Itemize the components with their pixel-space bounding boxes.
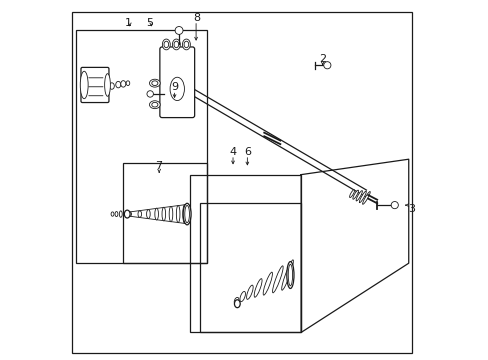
Text: 1: 1 <box>124 18 131 28</box>
Ellipse shape <box>104 74 110 96</box>
Ellipse shape <box>352 190 358 199</box>
Text: 9: 9 <box>171 82 178 93</box>
Ellipse shape <box>355 190 362 201</box>
Ellipse shape <box>109 83 114 89</box>
Circle shape <box>147 91 153 97</box>
Ellipse shape <box>163 41 168 48</box>
Ellipse shape <box>151 81 158 86</box>
Ellipse shape <box>119 211 122 217</box>
Ellipse shape <box>121 81 125 87</box>
Text: 8: 8 <box>193 13 200 23</box>
Ellipse shape <box>349 190 354 198</box>
Ellipse shape <box>170 77 184 100</box>
Bar <box>122 163 206 263</box>
Ellipse shape <box>138 211 142 217</box>
Ellipse shape <box>149 79 160 87</box>
Ellipse shape <box>151 102 158 107</box>
Ellipse shape <box>182 39 190 50</box>
Ellipse shape <box>234 297 239 304</box>
Ellipse shape <box>172 39 180 50</box>
Bar <box>76 30 206 263</box>
Ellipse shape <box>254 279 262 297</box>
Ellipse shape <box>149 101 160 109</box>
Circle shape <box>323 62 330 69</box>
Ellipse shape <box>263 272 272 295</box>
Ellipse shape <box>174 41 178 48</box>
Ellipse shape <box>80 71 88 99</box>
Ellipse shape <box>183 41 188 48</box>
Ellipse shape <box>183 205 186 224</box>
FancyBboxPatch shape <box>81 67 109 103</box>
Ellipse shape <box>111 212 114 216</box>
Text: 6: 6 <box>244 147 250 157</box>
Ellipse shape <box>359 191 366 203</box>
Ellipse shape <box>126 81 129 86</box>
Text: 7: 7 <box>155 161 163 171</box>
Bar <box>190 175 301 332</box>
Ellipse shape <box>169 206 172 222</box>
Ellipse shape <box>272 266 283 293</box>
Ellipse shape <box>124 210 130 218</box>
Ellipse shape <box>286 262 293 288</box>
Ellipse shape <box>116 81 121 88</box>
Bar <box>199 203 301 332</box>
Ellipse shape <box>146 210 150 219</box>
Ellipse shape <box>246 285 253 300</box>
Ellipse shape <box>281 260 293 290</box>
FancyBboxPatch shape <box>160 47 194 118</box>
Text: 3: 3 <box>407 204 414 215</box>
Ellipse shape <box>176 206 180 223</box>
Ellipse shape <box>162 39 170 50</box>
Circle shape <box>175 27 183 35</box>
Ellipse shape <box>115 212 118 217</box>
Ellipse shape <box>155 208 158 220</box>
Ellipse shape <box>240 292 245 302</box>
Ellipse shape <box>287 264 292 286</box>
Ellipse shape <box>234 300 240 308</box>
Circle shape <box>390 202 398 209</box>
Text: 2: 2 <box>319 54 325 64</box>
Ellipse shape <box>183 203 191 225</box>
Ellipse shape <box>362 192 369 204</box>
Ellipse shape <box>184 206 189 223</box>
Ellipse shape <box>162 207 165 221</box>
Text: 5: 5 <box>146 18 153 28</box>
Ellipse shape <box>128 212 131 216</box>
Text: 4: 4 <box>229 147 236 157</box>
